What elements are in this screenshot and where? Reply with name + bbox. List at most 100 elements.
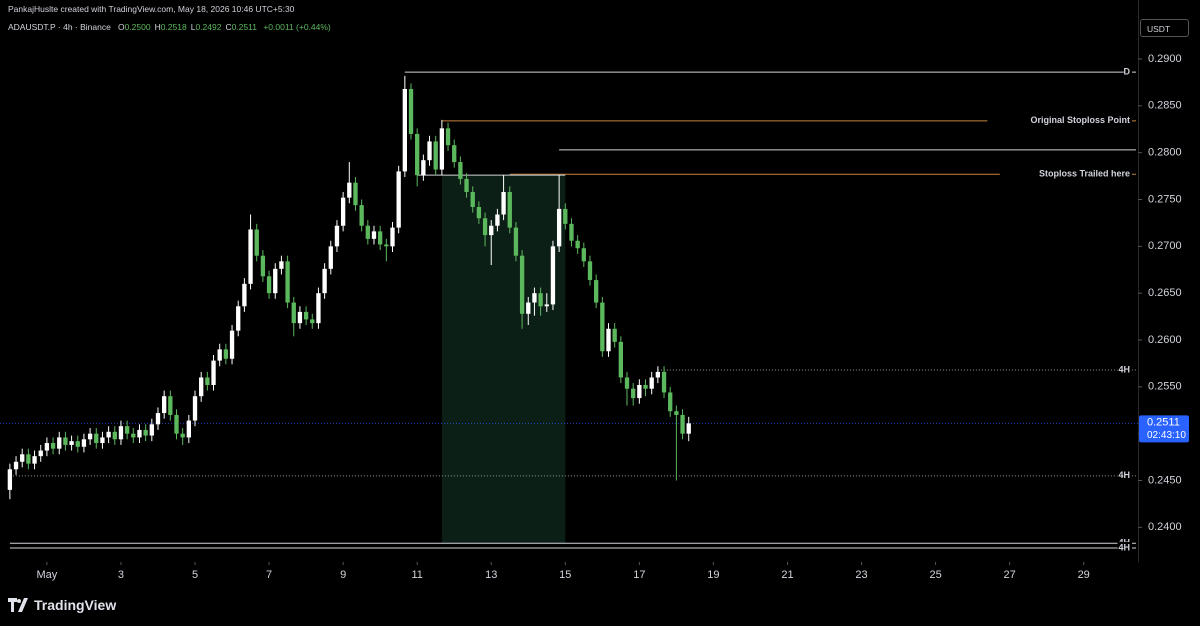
candle-body <box>328 246 333 269</box>
candle-body <box>254 229 259 256</box>
y-tick-label: 0.2600 <box>1148 334 1182 346</box>
candle-body <box>668 392 673 412</box>
candle-body <box>223 349 229 359</box>
candle-body <box>87 433 93 440</box>
candle-body <box>174 414 179 434</box>
y-tick-label: 0.2700 <box>1148 240 1182 252</box>
candle-body <box>279 261 284 269</box>
level-label-bg <box>1123 66 1132 79</box>
candle-body <box>452 145 457 163</box>
candle-body <box>229 330 235 359</box>
level-label-bg <box>1117 363 1132 376</box>
candle-body <box>402 88 408 172</box>
candle-body <box>310 319 315 324</box>
candle-body <box>217 349 222 361</box>
logo-icon <box>8 598 28 612</box>
candle-body <box>556 208 562 247</box>
candle-body <box>550 246 556 305</box>
level-label: D <box>1124 66 1131 76</box>
level-label-bg <box>1117 469 1132 482</box>
candle-body <box>427 141 432 161</box>
candle-body <box>131 433 136 438</box>
candle-body <box>489 225 494 236</box>
candle-body <box>297 311 303 324</box>
candle-body <box>118 426 124 440</box>
last-price-box <box>1139 415 1189 443</box>
candle-body <box>75 441 80 447</box>
candle-body <box>347 182 352 198</box>
level-label-bg <box>987 114 1132 127</box>
ohlc-value: 0.2492 <box>195 22 222 32</box>
candle-body <box>57 437 62 449</box>
candle-body <box>106 431 111 438</box>
level-label: 4H <box>1118 364 1130 374</box>
x-tick-label: 15 <box>559 569 571 581</box>
candle-body <box>69 441 74 445</box>
candle-body <box>686 423 691 434</box>
candle-body <box>124 426 130 434</box>
candle-body <box>180 433 185 438</box>
candle-body <box>655 371 661 378</box>
x-tick-label: May <box>37 569 58 581</box>
candle-body <box>248 229 253 284</box>
candle-body <box>7 469 13 490</box>
candle-body <box>624 377 630 389</box>
x-tick-label: 27 <box>1004 569 1016 581</box>
candle-body <box>507 192 512 228</box>
ohlc-key: L <box>190 22 196 32</box>
candle-body <box>186 420 192 438</box>
candle-body <box>433 141 438 170</box>
candle-body <box>81 439 87 447</box>
candle-body <box>643 384 648 389</box>
candle-body <box>199 377 204 397</box>
candle-body <box>631 388 636 399</box>
candle-body <box>575 240 580 249</box>
candle-body <box>513 227 519 256</box>
brand-logo: TradingView <box>8 597 116 613</box>
x-tick-label: 25 <box>929 569 941 581</box>
candle-body <box>13 461 19 470</box>
level-label: Original Stoploss Point <box>1030 115 1130 125</box>
y-tick-label: 0.2550 <box>1148 381 1182 393</box>
candle-body <box>377 231 383 245</box>
candle-body <box>211 360 216 385</box>
currency-button[interactable]: USDT <box>1140 19 1189 37</box>
level-label-bg <box>1117 541 1132 554</box>
y-tick-label: 0.2450 <box>1148 474 1182 486</box>
candle-body <box>38 450 43 457</box>
candle-body <box>674 411 679 415</box>
change: +0.0011 (+0.44%) <box>263 22 331 32</box>
x-tick-label: 19 <box>707 569 719 581</box>
y-tick-label: 0.2850 <box>1148 100 1182 112</box>
candle-body <box>340 197 346 226</box>
candle-body <box>291 302 296 324</box>
candle-body <box>266 276 272 294</box>
candle-body <box>353 182 358 206</box>
candle-body <box>637 384 642 399</box>
candle-body <box>587 261 593 281</box>
x-tick-label: 29 <box>1078 569 1090 581</box>
candle-body <box>519 255 525 314</box>
candle-body <box>415 133 420 176</box>
candle-body <box>593 280 599 303</box>
candle-body <box>470 192 475 208</box>
countdown-label: 02:43:10 <box>1147 430 1186 441</box>
level-label: 4H <box>1118 470 1130 480</box>
candle-body <box>445 128 451 146</box>
x-tick-label: 7 <box>266 569 272 581</box>
level-label: 4H <box>1118 542 1130 552</box>
candle-body <box>649 377 654 389</box>
candle-body <box>680 414 685 434</box>
candle-body <box>661 371 667 393</box>
candle-body <box>538 293 543 307</box>
candle-body <box>390 227 395 247</box>
candle-body <box>421 160 426 176</box>
candle-body <box>439 128 445 170</box>
candle-body <box>260 255 266 277</box>
candle-body <box>569 223 574 241</box>
axes: 0.24000.24500.25000.25500.26000.26500.27… <box>37 53 1189 581</box>
ohlc-value: 0.2518 <box>160 22 187 32</box>
